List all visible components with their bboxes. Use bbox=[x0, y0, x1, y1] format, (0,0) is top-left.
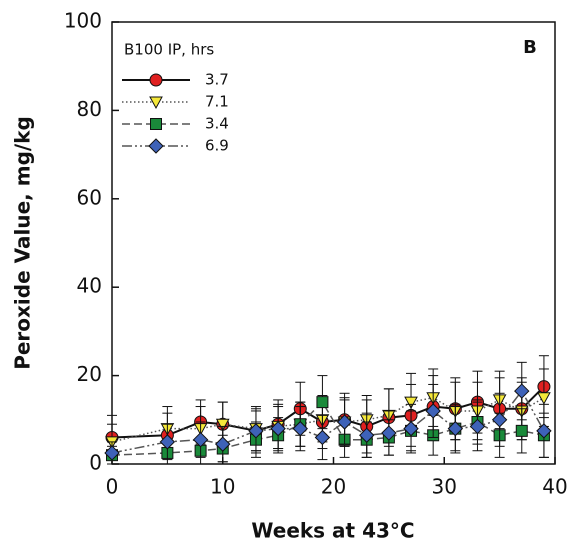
data-point bbox=[447, 420, 464, 437]
x-axis-label: Weeks at 43°C bbox=[251, 519, 414, 543]
y-tick-label: 0 bbox=[89, 451, 102, 475]
data-point bbox=[491, 412, 508, 428]
y-tick-label: 20 bbox=[77, 362, 102, 386]
data-point bbox=[292, 420, 308, 437]
data-point bbox=[536, 423, 552, 439]
legend-label: 6.9 bbox=[205, 137, 229, 155]
legend-marker bbox=[150, 118, 162, 130]
legend-marker bbox=[149, 73, 163, 87]
x-tick-label: 40 bbox=[542, 475, 567, 499]
data-point bbox=[537, 392, 551, 405]
y-tick-label: 100 bbox=[64, 9, 102, 33]
data-point bbox=[270, 420, 286, 437]
data-point bbox=[469, 418, 486, 435]
data-point bbox=[215, 418, 230, 432]
data-point bbox=[316, 396, 329, 409]
y-tick-label: 80 bbox=[77, 97, 102, 121]
data-point bbox=[248, 423, 264, 439]
x-tick-label: 10 bbox=[210, 475, 235, 499]
data-point bbox=[192, 431, 209, 448]
data-point bbox=[381, 425, 397, 441]
y-axis-label: Peroxide Value, mg/kg bbox=[11, 116, 35, 370]
data-point bbox=[104, 445, 120, 461]
legend-label: 3.7 bbox=[205, 71, 229, 89]
legend-marker bbox=[149, 96, 163, 110]
data-point bbox=[336, 414, 353, 430]
legend-title: B100 IP, hrs bbox=[124, 41, 214, 59]
y-tick-label: 60 bbox=[77, 185, 102, 209]
data-point bbox=[404, 396, 418, 410]
x-tick-label: 20 bbox=[321, 475, 346, 499]
panel-label: B bbox=[523, 37, 537, 58]
data-point bbox=[359, 427, 375, 443]
legend-marker bbox=[148, 138, 164, 154]
data-point bbox=[514, 383, 530, 399]
data-point bbox=[425, 403, 441, 419]
y-tick-label: 40 bbox=[77, 274, 102, 298]
legend-label: 3.4 bbox=[205, 115, 229, 133]
legend-label: 7.1 bbox=[205, 93, 229, 111]
x-tick-label: 0 bbox=[106, 475, 119, 499]
data-point bbox=[314, 429, 331, 446]
data-point bbox=[515, 424, 528, 437]
plot-frame bbox=[111, 21, 556, 465]
data-point bbox=[403, 420, 419, 437]
data-point bbox=[159, 434, 176, 450]
x-tick-label: 30 bbox=[432, 475, 457, 499]
data-point bbox=[215, 436, 231, 452]
